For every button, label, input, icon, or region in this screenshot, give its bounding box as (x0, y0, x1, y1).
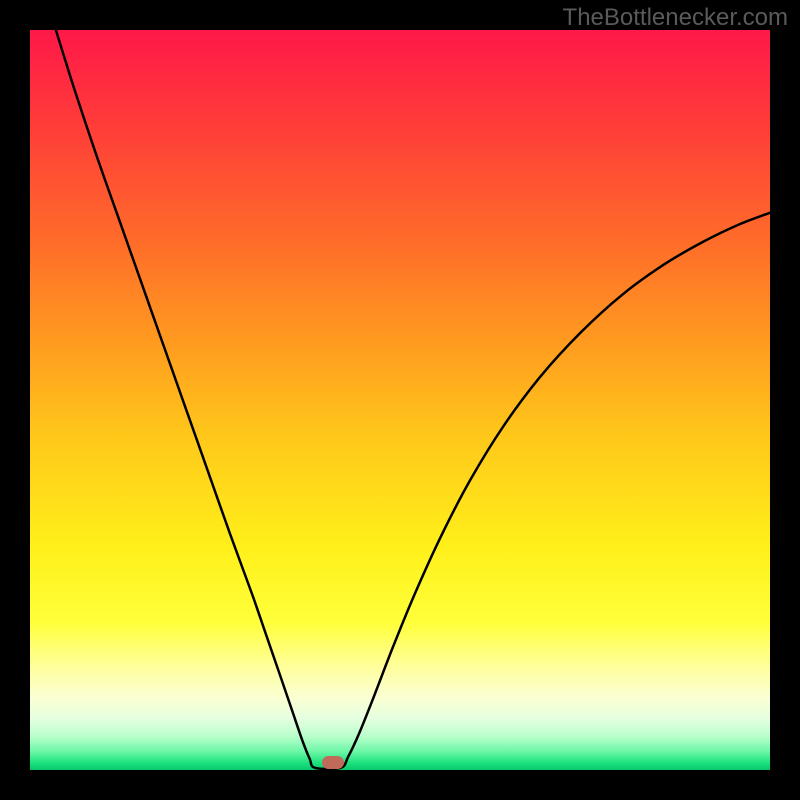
plot-area (30, 30, 770, 770)
vertex-marker (322, 756, 344, 769)
outer-frame: TheBottlenecker.com (0, 0, 800, 800)
watermark-text: TheBottlenecker.com (563, 4, 788, 32)
bottleneck-curve (30, 30, 770, 770)
